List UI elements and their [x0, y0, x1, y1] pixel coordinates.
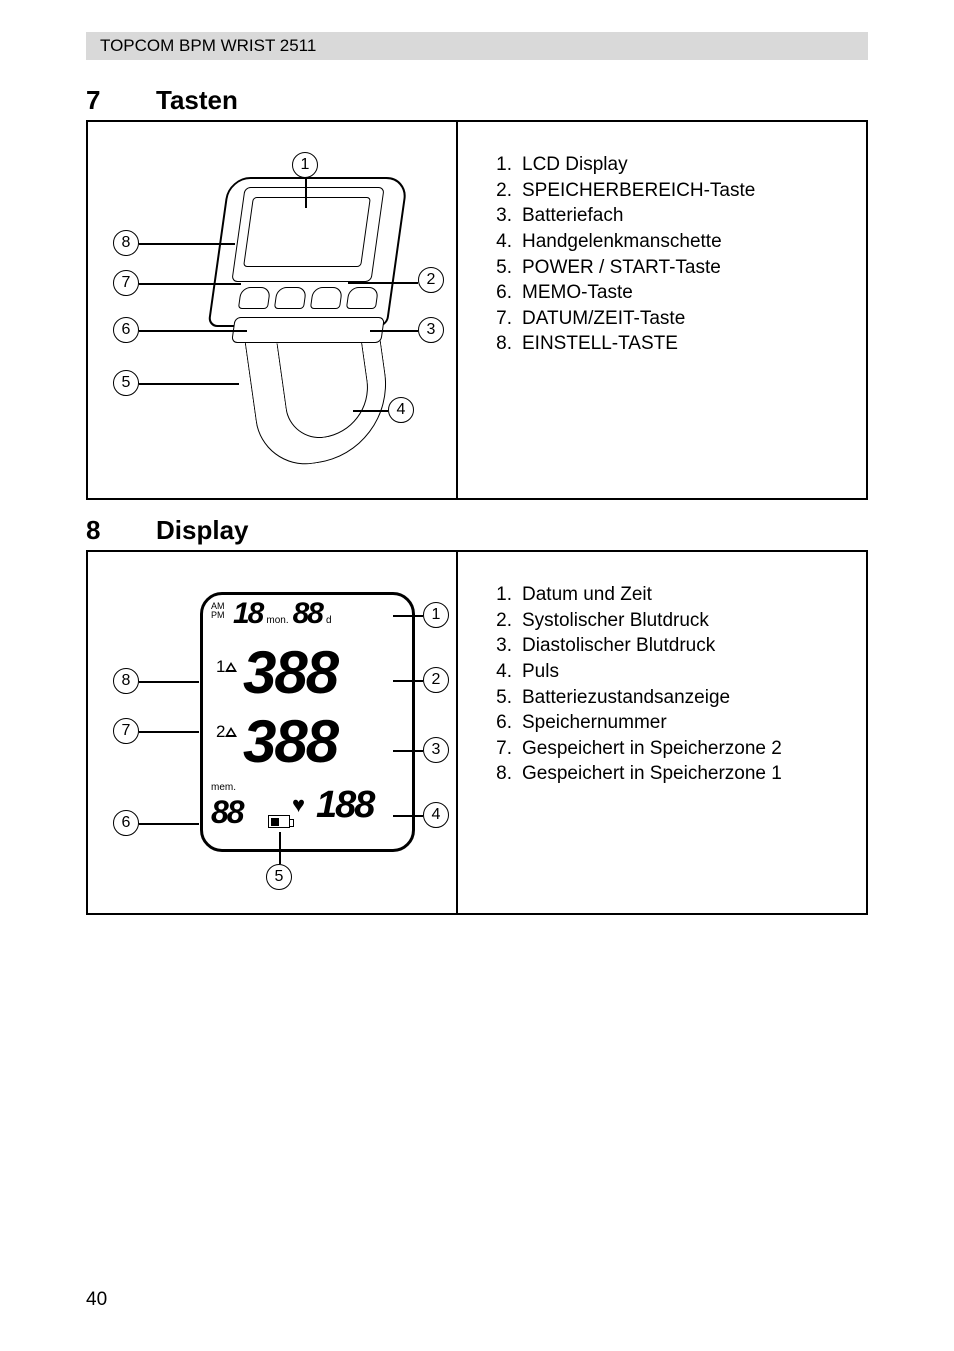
- legend-item: 1.Datum und Zeit: [488, 582, 846, 608]
- device-button-row: [236, 287, 380, 315]
- battery-icon: [268, 815, 290, 828]
- device-button: [274, 287, 307, 309]
- lcd-systolic: 388: [243, 638, 337, 707]
- legend-item: 3.Diastolischer Blutdruck: [488, 633, 846, 659]
- battery-fill: [271, 818, 279, 826]
- device-button: [346, 287, 379, 309]
- legend-item: 2.SPEICHERBEREICH-Taste: [488, 178, 846, 204]
- callout-7: 7: [113, 718, 139, 744]
- leader-line: [393, 750, 423, 752]
- lcd-ampm: AM PM: [211, 602, 225, 620]
- leader-line: [393, 615, 423, 617]
- legend-item: 8.Gespeichert in Speicherzone 1: [488, 761, 846, 787]
- callout-8: 8: [113, 668, 139, 694]
- device-button: [310, 287, 343, 309]
- callout-4: 4: [388, 397, 414, 423]
- leader-line: [305, 178, 307, 208]
- tasten-legend: 1.LCD Display 2.SPEICHERBEREICH-Taste 3.…: [458, 122, 866, 498]
- leader-line: [353, 410, 388, 412]
- legend-item: 4.Handgelenkmanschette: [488, 229, 846, 255]
- lcd-pulse: 188: [316, 784, 373, 827]
- leader-line: [139, 383, 239, 385]
- callout-6: 6: [113, 317, 139, 343]
- lcd-date-row: 18 mon. 88 d: [233, 597, 332, 631]
- lcd-diastolic: 388: [243, 707, 337, 776]
- leader-line: [139, 330, 247, 332]
- leader-line: [139, 681, 199, 683]
- callout-4: 4: [423, 802, 449, 828]
- tasten-box: 1 2 3 4 5 6 7 8 1.LCD Display 2.SPEICHER…: [86, 120, 868, 500]
- triangle-up-icon: [225, 727, 237, 737]
- legend-item: 2.Systolischer Blutdruck: [488, 608, 846, 634]
- legend-item: 3.Batteriefach: [488, 203, 846, 229]
- legend-item: 6.MEMO-Taste: [488, 280, 846, 306]
- legend-item: 6.Speichernummer: [488, 710, 846, 736]
- device-chin: [231, 317, 385, 343]
- callout-7: 7: [113, 270, 139, 296]
- callout-1: 1: [292, 152, 318, 178]
- section-title: Display: [156, 515, 249, 545]
- leader-line: [139, 823, 199, 825]
- header-title: TOPCOM BPM WRIST 2511: [100, 36, 316, 55]
- callout-6: 6: [113, 810, 139, 836]
- lcd-zone1: 1: [216, 657, 237, 677]
- legend-item: 5.Batteriezustandsanzeige: [488, 685, 846, 711]
- leader-line: [139, 283, 241, 285]
- lcd-mem-label: mem.: [211, 782, 236, 793]
- display-legend: 1.Datum und Zeit 2.Systolischer Blutdruc…: [458, 552, 866, 913]
- callout-5: 5: [266, 864, 292, 890]
- device-screen-inner: [243, 197, 371, 267]
- legend-item: 8.EINSTELL-TASTE: [488, 331, 846, 357]
- leader-line: [139, 731, 199, 733]
- legend-item: 7.DATUM/ZEIT-Taste: [488, 306, 846, 332]
- display-box: AM PM 18 mon. 88 d 1 2 388 388 mem. 88 ♥…: [86, 550, 868, 915]
- leader-line: [139, 243, 235, 245]
- triangle-up-icon: [225, 662, 237, 672]
- legend-list: 1.LCD Display 2.SPEICHERBEREICH-Taste 3.…: [488, 152, 846, 357]
- display-diagram: AM PM 18 mon. 88 d 1 2 388 388 mem. 88 ♥…: [88, 552, 458, 913]
- legend-item: 5.POWER / START-Taste: [488, 255, 846, 281]
- leader-line: [279, 832, 281, 864]
- legend-item: 7.Gespeichert in Speicherzone 2: [488, 736, 846, 762]
- legend-item: 1.LCD Display: [488, 152, 846, 178]
- lcd-zone2: 2: [216, 722, 237, 742]
- leader-line: [348, 282, 418, 284]
- leader-line: [370, 330, 418, 332]
- legend-item: 4.Puls: [488, 659, 846, 685]
- callout-3: 3: [418, 317, 444, 343]
- callout-8: 8: [113, 230, 139, 256]
- leader-line: [393, 680, 423, 682]
- section-heading-tasten: 7Tasten: [86, 85, 238, 116]
- section-title: Tasten: [156, 85, 238, 115]
- section-heading-display: 8Display: [86, 515, 249, 546]
- leader-line: [393, 815, 423, 817]
- heart-icon: ♥: [292, 792, 305, 818]
- callout-3: 3: [423, 737, 449, 763]
- legend-list: 1.Datum und Zeit 2.Systolischer Blutdruc…: [488, 582, 846, 787]
- page-number: 40: [86, 1289, 107, 1311]
- callout-5: 5: [113, 370, 139, 396]
- callout-2: 2: [423, 667, 449, 693]
- callout-1: 1: [423, 602, 449, 628]
- tasten-diagram: 1 2 3 4 5 6 7 8: [88, 122, 458, 498]
- callout-2: 2: [418, 267, 444, 293]
- page-header: TOPCOM BPM WRIST 2511: [86, 32, 868, 60]
- section-number: 8: [86, 515, 156, 546]
- section-number: 7: [86, 85, 156, 116]
- lcd-mem-number: 88: [211, 794, 243, 831]
- device-button: [238, 287, 271, 309]
